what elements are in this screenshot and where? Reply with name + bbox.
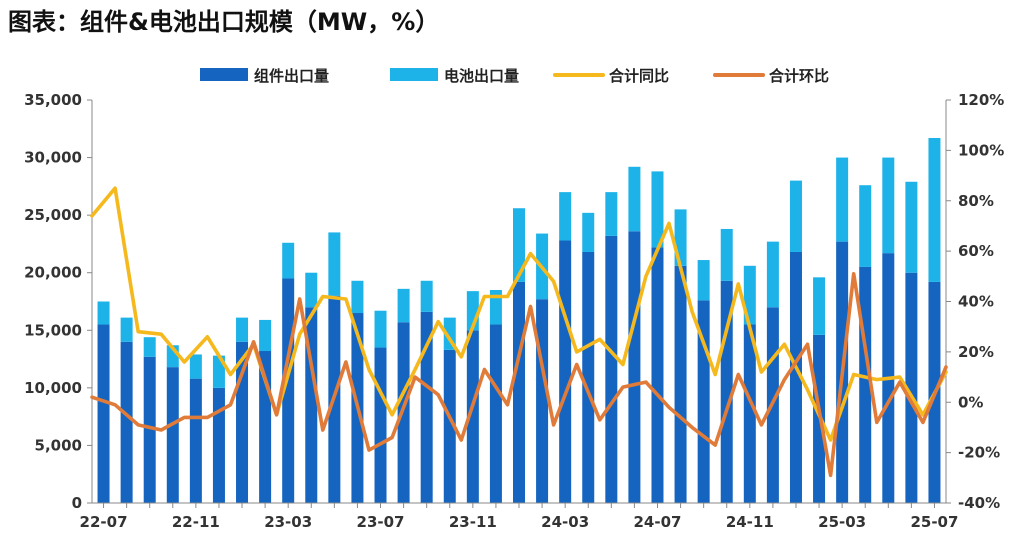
bar-module-22-07 xyxy=(97,324,110,503)
x-tick-label: 24-11 xyxy=(726,513,774,531)
bar-cell-24-12 xyxy=(766,241,779,308)
y-axis-left: 0 5,000 10,000 15,000 20,000 25,000 30,000 35,0… xyxy=(24,91,93,512)
bar-cell-23-08 xyxy=(397,288,410,323)
y-tick-label: 20,000 xyxy=(24,264,82,282)
y2-tick-label: -20% xyxy=(958,444,1000,462)
mom-line xyxy=(90,271,948,478)
x-tick-label: 22-07 xyxy=(80,513,128,531)
bar-cell-24-04 xyxy=(582,212,595,252)
y-axis-right: -40% -20% 0% 20% 40% 60% 80% 100% 120% xyxy=(945,91,1004,512)
legend-label-2: 合计同比 xyxy=(608,67,669,85)
bar-module-22-12 xyxy=(212,387,225,503)
bar-module-24-08 xyxy=(674,265,687,503)
bar-cell-23-04 xyxy=(305,272,318,308)
bar-cell-23-12 xyxy=(489,289,502,325)
bar-cell-24-10 xyxy=(720,228,733,281)
bar-cell-25-02 xyxy=(813,277,826,335)
bar-module-24-06 xyxy=(628,231,641,503)
y2-tick-label: 60% xyxy=(958,242,994,260)
y2-tick-label: 120% xyxy=(958,91,1004,109)
bar-cell-24-07 xyxy=(651,171,664,248)
bar-cell-25-01 xyxy=(789,180,802,252)
bar-module-23-08 xyxy=(397,322,410,503)
bar-cell-23-03 xyxy=(282,242,295,279)
bar-cell-24-03 xyxy=(559,192,572,241)
bar-cell-23-01 xyxy=(236,317,249,342)
chart-legend: 组件出口量 电池出口量 合计同比 合计环比 xyxy=(200,67,829,85)
y-tick-label: 10,000 xyxy=(24,379,82,397)
bar-module-24-04 xyxy=(582,251,595,503)
legend-label-1: 电池出口量 xyxy=(444,67,519,85)
bar-cell-23-02 xyxy=(259,319,272,352)
legend-label-0: 组件出口量 xyxy=(254,67,329,85)
bar-module-22-09 xyxy=(143,356,156,503)
y-tick-label: 25,000 xyxy=(24,206,82,224)
bar-module-23-12 xyxy=(489,324,502,503)
x-tick-label: 25-03 xyxy=(818,513,866,531)
bar-cell-24-05 xyxy=(605,192,618,236)
legend-swatch-0 xyxy=(200,68,248,81)
y2-tick-label: 100% xyxy=(958,141,1004,159)
y2-tick-label: 20% xyxy=(958,343,994,361)
bar-cell-22-07 xyxy=(97,301,110,325)
bar-cell-23-09 xyxy=(420,280,433,312)
bar-cell-22-09 xyxy=(143,337,156,357)
bar-cell-25-06 xyxy=(905,181,918,273)
legend-label-3: 合计环比 xyxy=(768,67,829,85)
bar-module-24-01 xyxy=(512,281,526,503)
y2-tick-label: -40% xyxy=(958,494,1000,512)
bar-module-24-05 xyxy=(605,235,618,503)
bar-module-24-03 xyxy=(559,240,572,503)
legend-swatch-1 xyxy=(390,68,438,81)
x-tick-label: 23-03 xyxy=(264,513,312,531)
y-tick-label: 0 xyxy=(72,494,82,512)
bar-cell-25-03 xyxy=(836,157,849,242)
bar-module-24-11 xyxy=(743,324,756,503)
y-tick-label: 30,000 xyxy=(24,149,82,167)
bar-module-24-07 xyxy=(651,247,664,503)
x-tick-label: 24-07 xyxy=(633,513,681,531)
y2-tick-label: 40% xyxy=(958,293,994,311)
bar-cell-24-01 xyxy=(512,208,526,282)
bar-cell-23-05 xyxy=(328,232,341,296)
x-tick-label: 24-03 xyxy=(541,513,589,531)
y-tick-label: 35,000 xyxy=(24,91,82,109)
bar-module-22-11 xyxy=(189,378,202,503)
x-tick-label: 23-11 xyxy=(449,513,497,531)
bar-cell-24-09 xyxy=(697,260,710,301)
x-tick-label: 25-07 xyxy=(910,513,958,531)
bar-cell-25-04 xyxy=(859,185,872,267)
bar-cell-25-05 xyxy=(882,157,895,254)
bar-module-22-10 xyxy=(166,367,179,503)
yoy-line xyxy=(90,186,948,442)
y2-tick-label: 80% xyxy=(958,192,994,210)
y-tick-label: 5,000 xyxy=(35,436,82,454)
x-tick-label: 22-11 xyxy=(172,513,220,531)
chart-title: 图表：组件&电池出口规模（MW，%） xyxy=(8,8,440,36)
bar-cell-23-07 xyxy=(374,310,387,348)
bar-module-22-08 xyxy=(120,341,133,503)
y-tick-label: 15,000 xyxy=(24,321,82,339)
bar-module-23-07 xyxy=(374,347,387,503)
bar-series-group xyxy=(97,137,941,503)
line-series-group xyxy=(90,186,948,478)
bar-module-25-01 xyxy=(789,251,802,503)
bar-cell-23-06 xyxy=(351,280,364,314)
x-axis: 22-07 22-11 23-03 23-07 23-11 24-03 24-07 24-11… xyxy=(80,502,958,531)
bar-cell-22-11 xyxy=(189,354,202,379)
x-tick-label: 23-07 xyxy=(357,513,405,531)
bar-module-23-11 xyxy=(466,330,479,503)
bar-module-24-02 xyxy=(536,299,549,503)
y2-tick-label: 0% xyxy=(958,393,983,411)
bar-cell-25-07 xyxy=(928,137,941,282)
bar-module-23-09 xyxy=(420,311,433,503)
bar-cell-24-06 xyxy=(628,166,641,232)
bar-cell-22-08 xyxy=(120,317,133,342)
bar-module-23-10 xyxy=(443,349,456,503)
bar-module-25-06 xyxy=(905,272,918,503)
